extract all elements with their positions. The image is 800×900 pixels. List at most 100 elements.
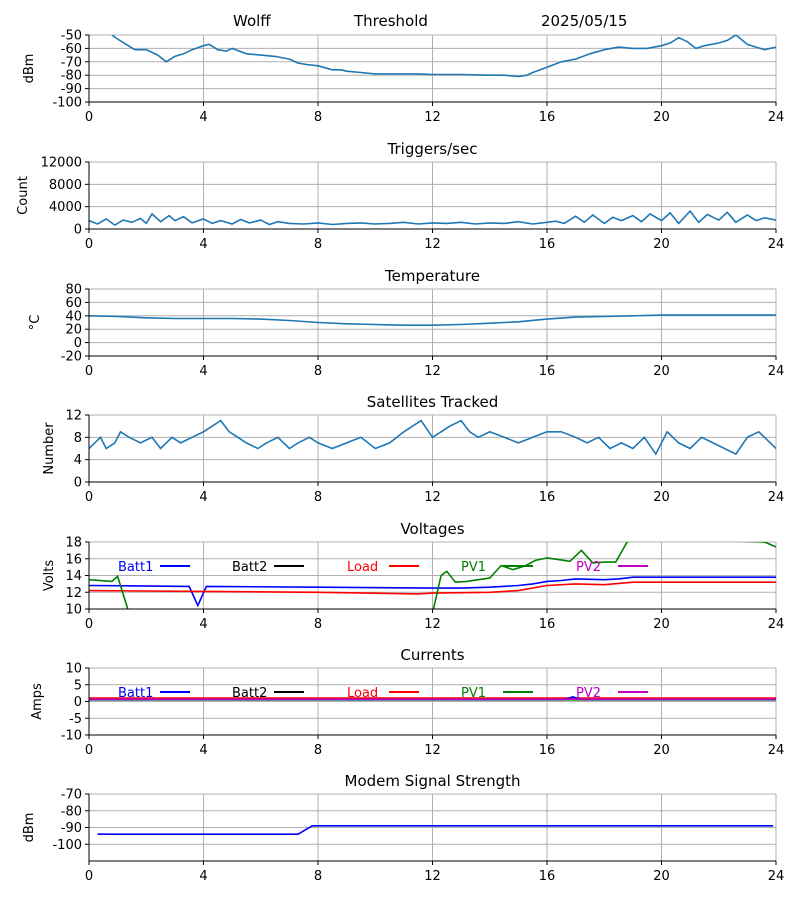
x-tick-label: 8 bbox=[314, 364, 322, 379]
series-line-pv1 bbox=[89, 542, 776, 609]
x-tick-label: 8 bbox=[314, 490, 322, 505]
x-tick-label: 20 bbox=[653, 490, 670, 505]
x-tick-label: 16 bbox=[539, 869, 556, 884]
y-tick-label: -10 bbox=[61, 729, 82, 744]
x-tick-label: 0 bbox=[85, 490, 93, 505]
y-tick-label: 14 bbox=[65, 569, 82, 584]
x-tick-label: 20 bbox=[653, 110, 670, 125]
x-tick-label: 0 bbox=[85, 617, 93, 632]
series-line-load bbox=[89, 581, 776, 595]
y-tick-label: 12000 bbox=[41, 156, 82, 171]
x-tick-label: 24 bbox=[768, 490, 785, 505]
y-tick-label: -100 bbox=[52, 838, 82, 853]
y-tick-label: 0 bbox=[74, 223, 82, 238]
y-tick-label: 8 bbox=[74, 431, 82, 446]
x-tick-label: 8 bbox=[314, 617, 322, 632]
x-tick-label: 12 bbox=[424, 237, 441, 252]
y-tick-label: -80 bbox=[61, 69, 82, 84]
x-tick-label: 16 bbox=[539, 364, 556, 379]
y-tick-label: -20 bbox=[61, 350, 82, 365]
x-tick-label: 4 bbox=[199, 869, 207, 884]
y-axis-label: dBm bbox=[22, 54, 37, 84]
y-tick-label: -5 bbox=[69, 712, 82, 727]
y-tick-label: 4 bbox=[74, 453, 82, 468]
y-tick-label: -70 bbox=[61, 788, 82, 803]
x-tick-label: 0 bbox=[85, 869, 93, 884]
y-tick-label: 80 bbox=[65, 283, 82, 298]
x-tick-label: 4 bbox=[199, 617, 207, 632]
legend-label-pv2: PV2 bbox=[576, 686, 601, 701]
x-tick-label: 4 bbox=[199, 237, 207, 252]
x-tick-label: 0 bbox=[85, 237, 93, 252]
x-tick-label: 4 bbox=[199, 490, 207, 505]
legend-label-pv1: PV1 bbox=[461, 560, 486, 575]
x-tick-label: 24 bbox=[768, 869, 785, 884]
y-axis-label: Volts bbox=[42, 560, 57, 592]
chart-title: Modem Signal Strength bbox=[345, 772, 521, 790]
x-tick-label: 24 bbox=[768, 237, 785, 252]
chart-title: Triggers/sec bbox=[387, 140, 478, 158]
chart-title: Voltages bbox=[400, 520, 464, 538]
y-tick-label: 10 bbox=[65, 603, 82, 618]
y-tick-label: 4000 bbox=[49, 200, 82, 215]
y-tick-label: -70 bbox=[61, 55, 82, 70]
x-tick-label: 12 bbox=[424, 743, 441, 758]
y-tick-label: -90 bbox=[61, 82, 82, 97]
x-tick-label: 4 bbox=[199, 743, 207, 758]
chart-title: Temperature bbox=[384, 267, 480, 285]
x-tick-label: 24 bbox=[768, 110, 785, 125]
series-line-1 bbox=[89, 419, 776, 456]
chart-panel-4: 0 4 8 12 16 20 24 0 4 8 12 Satellites Tracked Number bbox=[42, 393, 784, 505]
trigger-mode: Threshold bbox=[354, 12, 428, 30]
series-line-1 bbox=[89, 314, 776, 327]
chart-title: Satellites Tracked bbox=[367, 393, 498, 411]
x-tick-label: 24 bbox=[768, 743, 785, 758]
y-axis-label: dBm bbox=[22, 813, 37, 843]
y-axis-label: °C bbox=[28, 315, 43, 331]
y-tick-label: -80 bbox=[61, 804, 82, 819]
y-tick-label: 12 bbox=[65, 586, 82, 601]
y-tick-label: -90 bbox=[61, 821, 82, 836]
series-line-1 bbox=[111, 35, 776, 78]
legend-label-load: Load bbox=[347, 686, 378, 701]
y-axis-label: Count bbox=[16, 176, 31, 215]
y-tick-label: 0 bbox=[74, 476, 82, 491]
y-axis-label: Number bbox=[42, 422, 57, 475]
x-tick-label: 0 bbox=[85, 364, 93, 379]
y-tick-label: 10 bbox=[65, 662, 82, 677]
y-tick-label: 18 bbox=[65, 536, 82, 551]
series-line-1 bbox=[97, 824, 774, 836]
x-tick-label: 8 bbox=[314, 743, 322, 758]
x-tick-label: 20 bbox=[653, 743, 670, 758]
x-tick-label: 16 bbox=[539, 237, 556, 252]
y-tick-label: 60 bbox=[65, 296, 82, 311]
y-tick-label: -50 bbox=[61, 29, 82, 44]
report-date: 2025/05/15 bbox=[541, 12, 628, 30]
x-tick-label: 4 bbox=[199, 364, 207, 379]
x-tick-label: 16 bbox=[539, 110, 556, 125]
y-tick-label: -60 bbox=[61, 42, 82, 57]
x-tick-label: 16 bbox=[539, 743, 556, 758]
x-tick-label: 8 bbox=[314, 869, 322, 884]
x-tick-label: 16 bbox=[539, 490, 556, 505]
x-tick-label: 8 bbox=[314, 237, 322, 252]
station-name: Wolff bbox=[233, 12, 271, 30]
x-tick-label: 16 bbox=[539, 617, 556, 632]
y-axis-label: Amps bbox=[30, 683, 45, 720]
legend-label-batt2: Batt2 bbox=[232, 686, 267, 701]
y-tick-label: 5 bbox=[74, 678, 82, 693]
y-tick-label: 0 bbox=[74, 695, 82, 710]
x-tick-label: 12 bbox=[424, 617, 441, 632]
legend-label-batt1: Batt1 bbox=[118, 560, 153, 575]
x-tick-label: 20 bbox=[653, 869, 670, 884]
x-tick-label: 12 bbox=[424, 869, 441, 884]
x-tick-label: 0 bbox=[85, 110, 93, 125]
series-line-1 bbox=[89, 209, 776, 227]
legend-label-pv1: PV1 bbox=[461, 686, 486, 701]
x-tick-label: 20 bbox=[653, 237, 670, 252]
y-tick-label: 20 bbox=[65, 323, 82, 338]
legend-label-batt2: Batt2 bbox=[232, 560, 267, 575]
